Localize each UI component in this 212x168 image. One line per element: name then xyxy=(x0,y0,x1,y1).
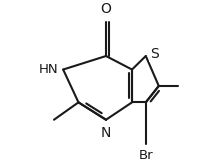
Text: S: S xyxy=(150,47,159,61)
Text: N: N xyxy=(101,126,111,140)
Text: O: O xyxy=(100,2,112,16)
Text: Br: Br xyxy=(138,149,153,162)
Text: HN: HN xyxy=(39,63,59,76)
